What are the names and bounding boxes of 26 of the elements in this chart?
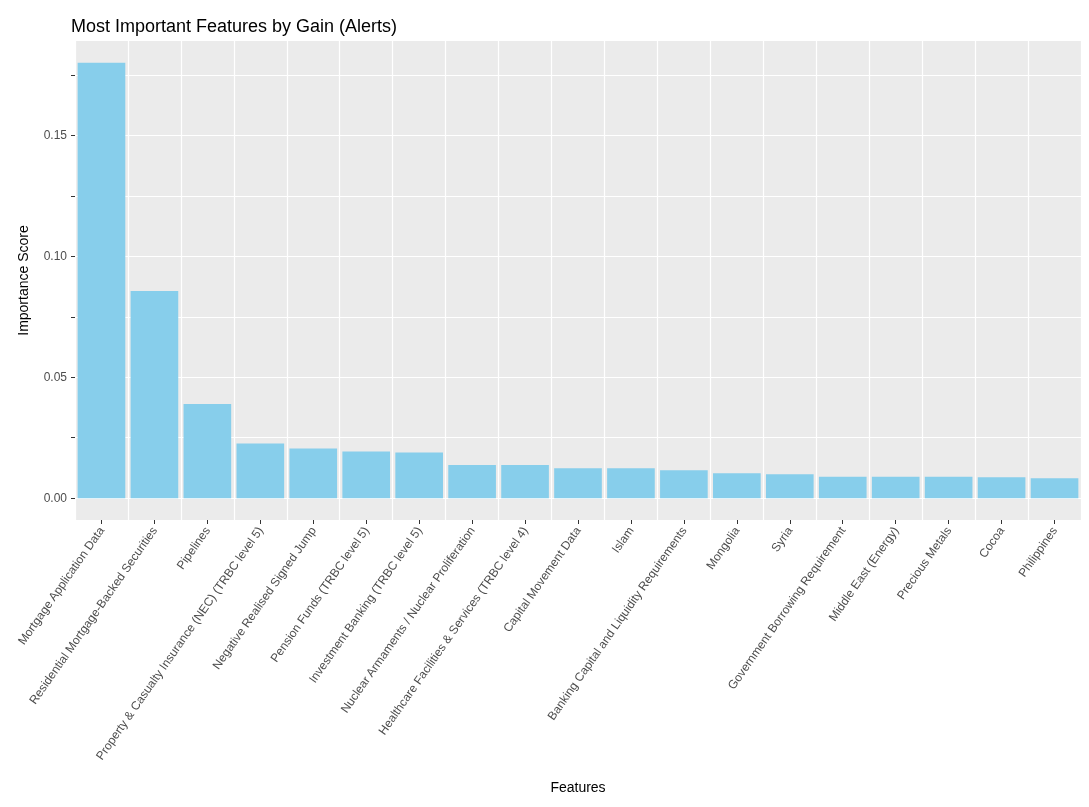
bar [554, 468, 602, 499]
y-tick-label: 0.05 [43, 370, 68, 385]
bar [77, 62, 126, 499]
bar [765, 474, 814, 499]
bar [660, 470, 708, 499]
bar [818, 476, 867, 499]
chart-title: Most Important Features by Gain (Alerts) [71, 16, 398, 36]
bar [342, 451, 391, 499]
bar [977, 477, 1026, 499]
bar [289, 448, 338, 499]
bar [871, 476, 920, 499]
y-tick-label: 0.00 [43, 491, 68, 506]
bar [501, 465, 549, 499]
y-axis-title: Importance Score [15, 225, 31, 336]
bar [713, 473, 761, 499]
bar [183, 404, 232, 499]
bar [130, 290, 179, 499]
bar [448, 465, 496, 499]
y-tick-label: 0.15 [43, 128, 68, 143]
x-axis-title: Features [550, 779, 606, 795]
bar [1030, 478, 1079, 499]
bar [236, 443, 285, 499]
bar [395, 452, 443, 499]
bar [924, 476, 973, 499]
bar [607, 468, 655, 499]
y-tick-label: 0.10 [43, 249, 68, 264]
